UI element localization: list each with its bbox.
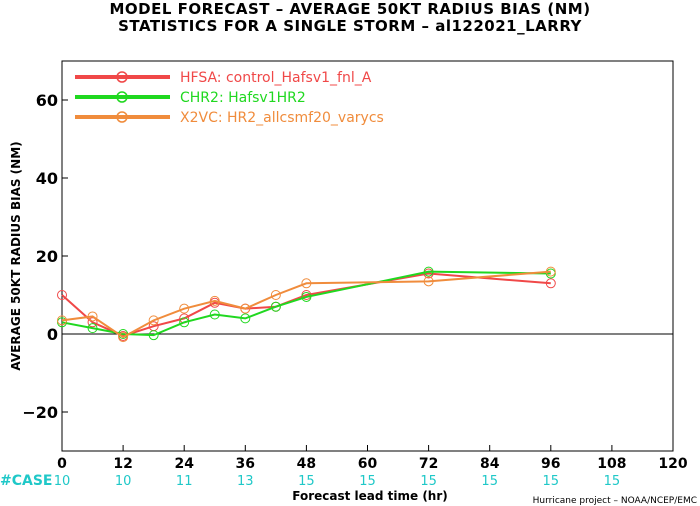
series-point-3 (545, 266, 556, 277)
series-point-2 (148, 330, 159, 341)
series-point-1 (545, 278, 556, 289)
series-line-2 (61, 270, 551, 337)
y-tick-label: −20 (22, 403, 58, 422)
x-tick-label: 24 (174, 456, 194, 472)
series-point-3 (87, 311, 98, 322)
series-point-3 (118, 332, 129, 343)
x-tick-label: 60 (358, 456, 378, 472)
x-tick-label: 120 (658, 456, 687, 472)
chart-title-line1: MODEL FORECAST – AVERAGE 50KT RADIUS BIA… (109, 0, 591, 18)
case-count: 10 (54, 474, 71, 489)
case-count: 15 (543, 474, 560, 489)
x-tick-label: 48 (297, 456, 316, 472)
legend-label: HFSA: control_Hafsv1_fnl_A (180, 70, 372, 86)
series-point-2 (179, 317, 190, 328)
x-axis-label: Forecast lead time (hr) (292, 489, 448, 503)
series-point-3 (209, 295, 220, 306)
series-point-2 (423, 266, 434, 277)
case-count: 15 (298, 474, 315, 489)
y-axis-label: AVERAGE 50KT RADIUS BIAS (NM) (9, 141, 23, 370)
x-tick-label: 36 (236, 456, 255, 472)
y-tick-label: 20 (36, 247, 58, 266)
legend-marker (116, 91, 128, 103)
x-tick-label: 108 (597, 456, 626, 472)
series-point-3 (270, 290, 281, 300)
series-point-3 (148, 315, 159, 326)
case-count: 11 (176, 474, 193, 489)
case-count: 10 (115, 474, 132, 489)
case-label: #CASE (0, 473, 53, 489)
series-line-3 (61, 270, 551, 339)
series-point-2 (240, 313, 251, 324)
y-tick-label: 60 (36, 91, 58, 110)
credit-text: Hurricane project – NOAA/NCEP/EMC (533, 496, 697, 506)
case-counts: 10 10 11 13 15 15 15 15 15 15 (54, 474, 620, 489)
y-axis-ticks: −20 0 20 40 60 (22, 91, 68, 422)
series-point-2 (301, 291, 312, 302)
series-point-3 (423, 276, 434, 287)
case-count: 15 (420, 474, 437, 489)
legend-label: X2VC: HR2_allcsmf20_varycs (180, 110, 384, 126)
series-point-3 (57, 315, 67, 326)
x-axis-ticks: 0 12 24 36 48 60 72 84 96 108 120 (57, 445, 688, 472)
series-point-3 (179, 303, 190, 314)
case-count: 15 (481, 474, 498, 489)
legend-marker (116, 111, 128, 123)
series-point-3 (240, 303, 251, 314)
series-point-2 (87, 323, 98, 334)
x-tick-label: 0 (57, 456, 67, 472)
legend: HFSA: control_Hafsv1_fnl_A CHR2: Hafsv1HR… (75, 70, 384, 126)
series-point-1 (57, 290, 67, 300)
case-count: 15 (359, 474, 376, 489)
x-tick-label: 96 (541, 456, 560, 472)
x-tick-label: 12 (113, 456, 132, 472)
series-point-2 (270, 301, 281, 312)
chart-title-line2: STATISTICS FOR A SINGLE STORM – al122021… (118, 17, 582, 35)
series-point-3 (301, 278, 312, 289)
legend-marker (116, 71, 128, 83)
legend-label: CHR2: Hafsv1HR2 (180, 90, 306, 106)
case-count: 13 (237, 474, 254, 489)
series-point-1 (87, 317, 98, 328)
x-tick-label: 72 (419, 456, 438, 472)
x-tick-label: 84 (480, 456, 500, 472)
series-point-2 (209, 309, 220, 320)
y-tick-label: 40 (36, 169, 58, 188)
y-tick-label: 0 (47, 325, 58, 344)
series-layer (57, 266, 556, 343)
case-count: 15 (604, 474, 621, 489)
